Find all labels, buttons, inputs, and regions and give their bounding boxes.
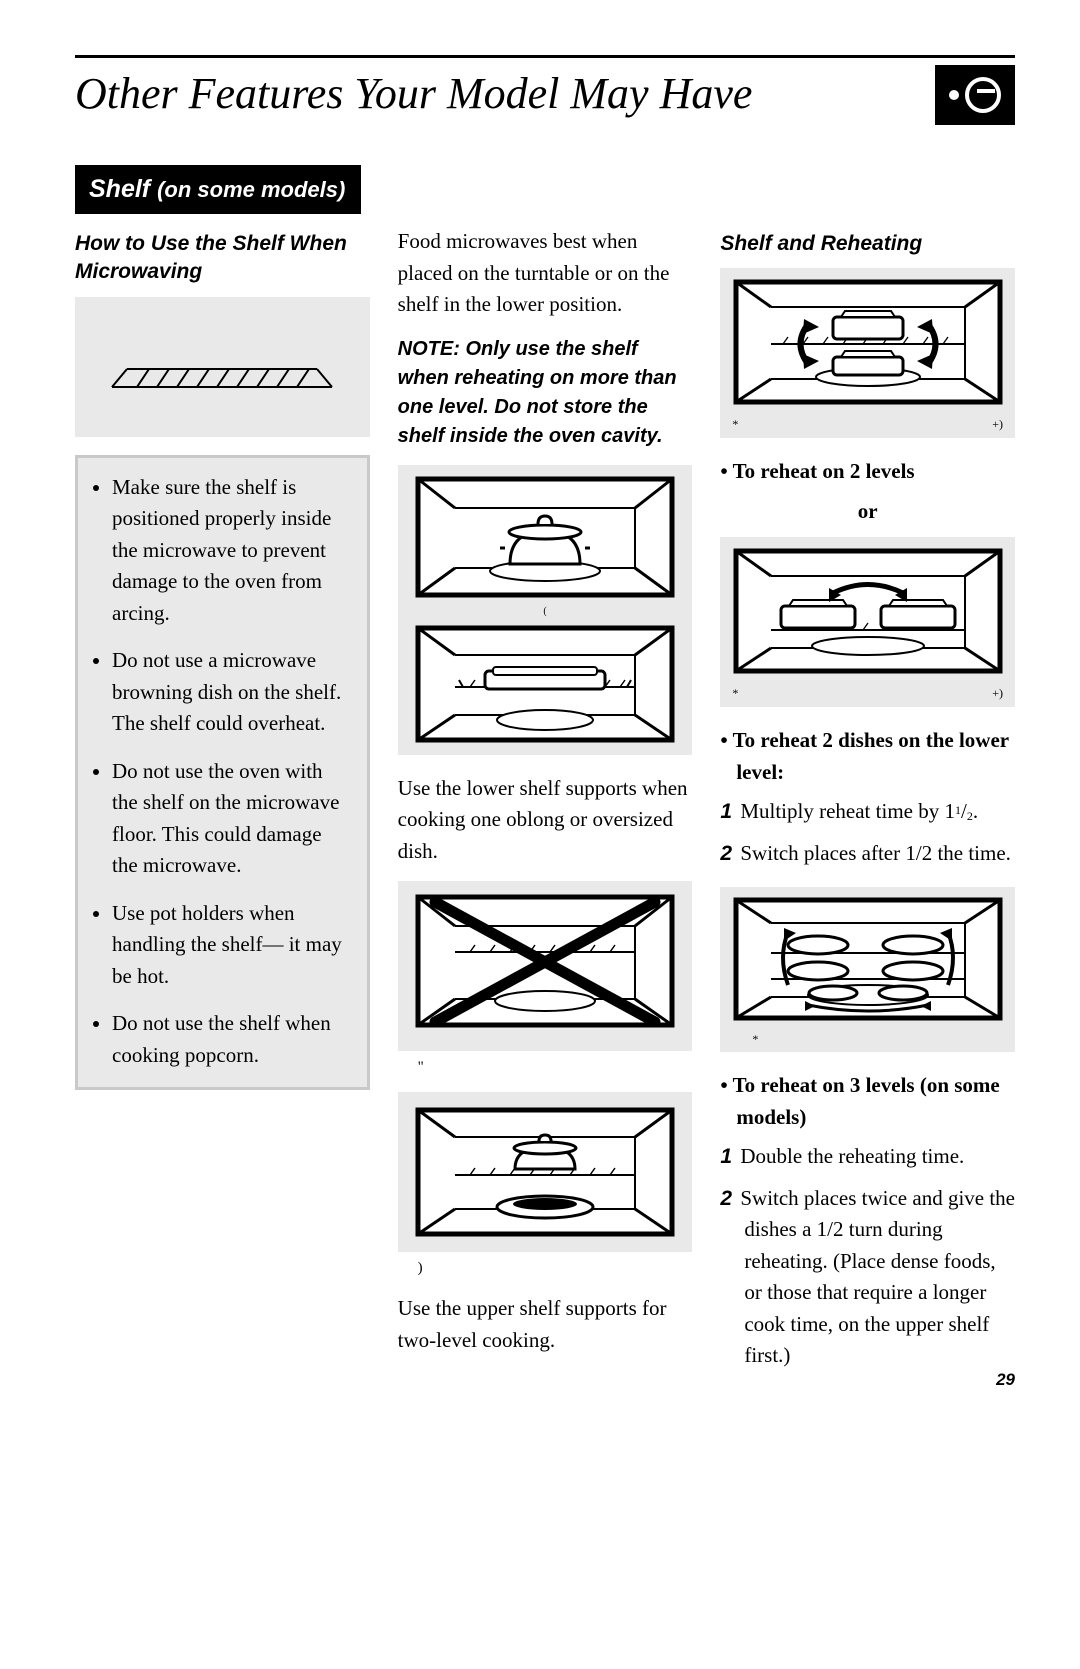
header-icon [935, 65, 1015, 125]
oven-wrong-icon [415, 894, 675, 1039]
top-rule [75, 55, 1015, 58]
col1-subhead: How to Use the Shelf When Microwaving [75, 230, 370, 287]
figure-wrong [398, 881, 693, 1051]
reheat-three-level-icon [733, 897, 1003, 1032]
col2-p1: Food microwaves best when placed on the … [398, 226, 693, 321]
or-label: or [720, 496, 1015, 528]
column-1: How to Use the Shelf When Microwaving Ma… [75, 226, 370, 1390]
figure-reheat-3lvl: * [720, 887, 1015, 1052]
oven-two-level-icon [415, 1107, 675, 1237]
page-number: 29 [996, 1370, 1015, 1390]
warning-item: Do not use a microwave browning dish on … [112, 645, 351, 740]
shelf-rack-icon [92, 317, 352, 417]
warning-item: Do not use the oven with the shelf on th… [112, 756, 351, 882]
warning-item: Use pot holders when handling the shelf—… [112, 898, 351, 993]
bullet-2dishes: To reheat 2 dishes on the lower level: [720, 725, 1015, 788]
warnings-box: Make sure the shelf is positioned proper… [75, 455, 370, 1091]
section-label: Shelf (on some models) [75, 165, 361, 214]
column-2: Food microwaves best when placed on the … [398, 226, 693, 1390]
caption-glyph: ) [398, 1260, 693, 1277]
bullet-2levels: To reheat on 2 levels [720, 456, 1015, 488]
oven-pot-icon [415, 476, 675, 598]
page-title: Other Features Your Model May Have [75, 70, 752, 118]
figure-reheat-2lvl: *+) [720, 268, 1015, 438]
column-3: Shelf and Reheating [720, 226, 1015, 1390]
warning-item: Do not use the shelf when cooking popcor… [112, 1008, 351, 1071]
oven-oblong-icon [415, 625, 675, 743]
dot-icon [949, 90, 959, 100]
caption-row: * [712, 1032, 1023, 1047]
col2-note: NOTE: Only use the shelf when reheating … [398, 335, 693, 451]
step-text: Switch places after 1/2 the time. [740, 841, 1011, 865]
section-label-wrap: Shelf (on some models) [75, 165, 1015, 214]
figure-two-level [398, 1092, 693, 1252]
title-row: Other Features Your Model May Have [75, 70, 1015, 125]
columns: How to Use the Shelf When Microwaving Ma… [75, 226, 1015, 1390]
step-text: Switch places twice and give the dishes … [740, 1186, 1015, 1368]
reheat-two-level-icon [733, 279, 1003, 417]
caption-glyph: ( [543, 606, 546, 617]
section-label-main: Shelf [89, 175, 150, 203]
steps-2dishes: 1Multiply reheat time by 11/2. 2Switch p… [720, 796, 1015, 869]
figure-shelf-rack [75, 297, 370, 437]
col3-subhead: Shelf and Reheating [720, 230, 1015, 258]
caption-row: *+) [702, 686, 1033, 701]
dial-icon [965, 77, 1001, 113]
step-text: Multiply reheat time by 1 [740, 799, 955, 823]
figure-reheat-2dishes: *+) [720, 537, 1015, 707]
caption-glyph: " [398, 1059, 693, 1076]
reheat-two-dishes-icon [733, 548, 1003, 686]
step-tail: . [973, 799, 978, 823]
section-label-sub: (on some models) [157, 177, 345, 202]
col2-p3: Use the upper shelf supports for two-lev… [398, 1293, 693, 1356]
figure-pot-and-dish: ( [398, 465, 693, 755]
bullet-3levels: To reheat on 3 levels (on some models) [720, 1070, 1015, 1133]
warning-item: Make sure the shelf is positioned proper… [112, 472, 351, 630]
col2-p2: Use the lower shelf supports when cookin… [398, 773, 693, 868]
caption-row: *+) [702, 417, 1033, 432]
steps-3levels: 1Double the reheating time. 2Switch plac… [720, 1141, 1015, 1372]
step-text: Double the reheating time. [740, 1144, 964, 1168]
